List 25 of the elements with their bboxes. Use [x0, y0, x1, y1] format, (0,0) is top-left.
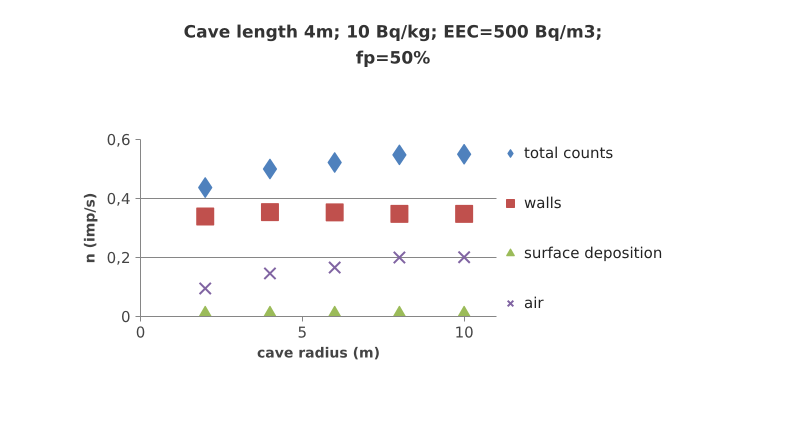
point: [260, 203, 279, 222]
point: [392, 250, 406, 264]
legend-label: walls: [524, 194, 562, 212]
x-tick-label: 0: [136, 324, 146, 342]
y-tick-label: 0,4: [106, 190, 131, 208]
y-tick-label: 0,6: [106, 131, 131, 149]
point: [196, 207, 214, 226]
point: [455, 204, 474, 223]
legend-label: surface deposition: [524, 244, 662, 262]
point: [390, 204, 408, 223]
point: [328, 260, 342, 274]
y-tick-label: 0,2: [106, 249, 131, 267]
point: [457, 250, 471, 264]
point: [198, 282, 212, 296]
point: [263, 266, 277, 280]
point: [262, 158, 278, 180]
y-axis-title: n (imp/s): [82, 192, 99, 264]
x-axis-title: cave radius (m): [257, 346, 380, 362]
legend-label: air: [524, 294, 544, 312]
point: [326, 203, 344, 222]
x-tick-label: 10: [454, 324, 474, 342]
y-tick-label: 0: [120, 308, 131, 326]
chart-title: Cave length 4m; 10 Bq/kg; EEC=500 Bq/m3; fp=50%: [184, 22, 602, 68]
x-tick-label: 5: [298, 324, 308, 342]
legend-label: total counts: [524, 144, 614, 162]
